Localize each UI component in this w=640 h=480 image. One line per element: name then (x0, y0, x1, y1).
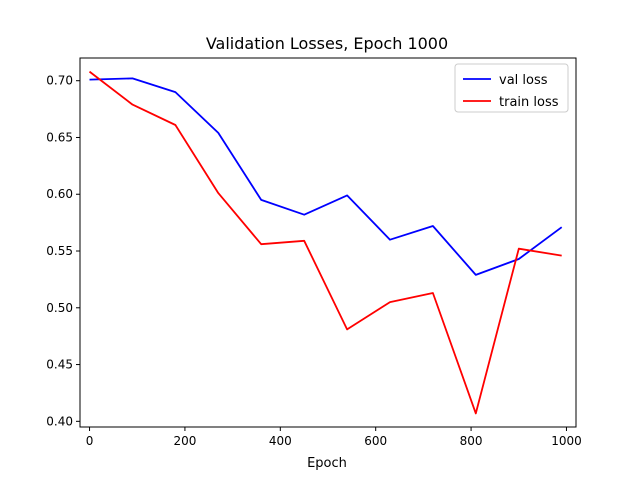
x-tick-label: 400 (269, 434, 292, 448)
plot-frame (79, 57, 577, 428)
x-tick-label: 1000 (551, 434, 582, 448)
y-tick-label: 0.70 (46, 74, 73, 88)
y-tick-label: 0.65 (46, 130, 73, 144)
x-tick-label: 600 (364, 434, 387, 448)
y-axis: 0.40 0.45 0.50 0.55 0.60 0.65 0.70 (46, 74, 80, 428)
legend: val loss train loss (454, 63, 569, 113)
y-tick-label: 0.60 (46, 187, 73, 201)
y-tick-label: 0.55 (46, 244, 73, 258)
legend-label-train-loss: train loss (499, 95, 559, 110)
x-axis-label: Epoch (307, 456, 347, 471)
series-line-train-loss (88, 70, 562, 415)
chart-title: Validation Losses, Epoch 1000 (206, 34, 448, 53)
legend-box (454, 63, 569, 113)
x-tick-label: 800 (460, 434, 483, 448)
y-tick-label: 0.45 (46, 358, 73, 372)
x-axis: 0 200 400 600 800 1000 (86, 427, 582, 448)
x-tick-label: 200 (173, 434, 196, 448)
y-tick-label: 0.50 (46, 301, 73, 315)
plot-area (79, 57, 577, 428)
x-tick-label: 0 (86, 434, 94, 448)
legend-label-val-loss: val loss (499, 73, 548, 88)
series-line-val-loss (89, 77, 563, 276)
y-tick-label: 0.40 (46, 414, 73, 428)
series-layer (88, 70, 563, 415)
